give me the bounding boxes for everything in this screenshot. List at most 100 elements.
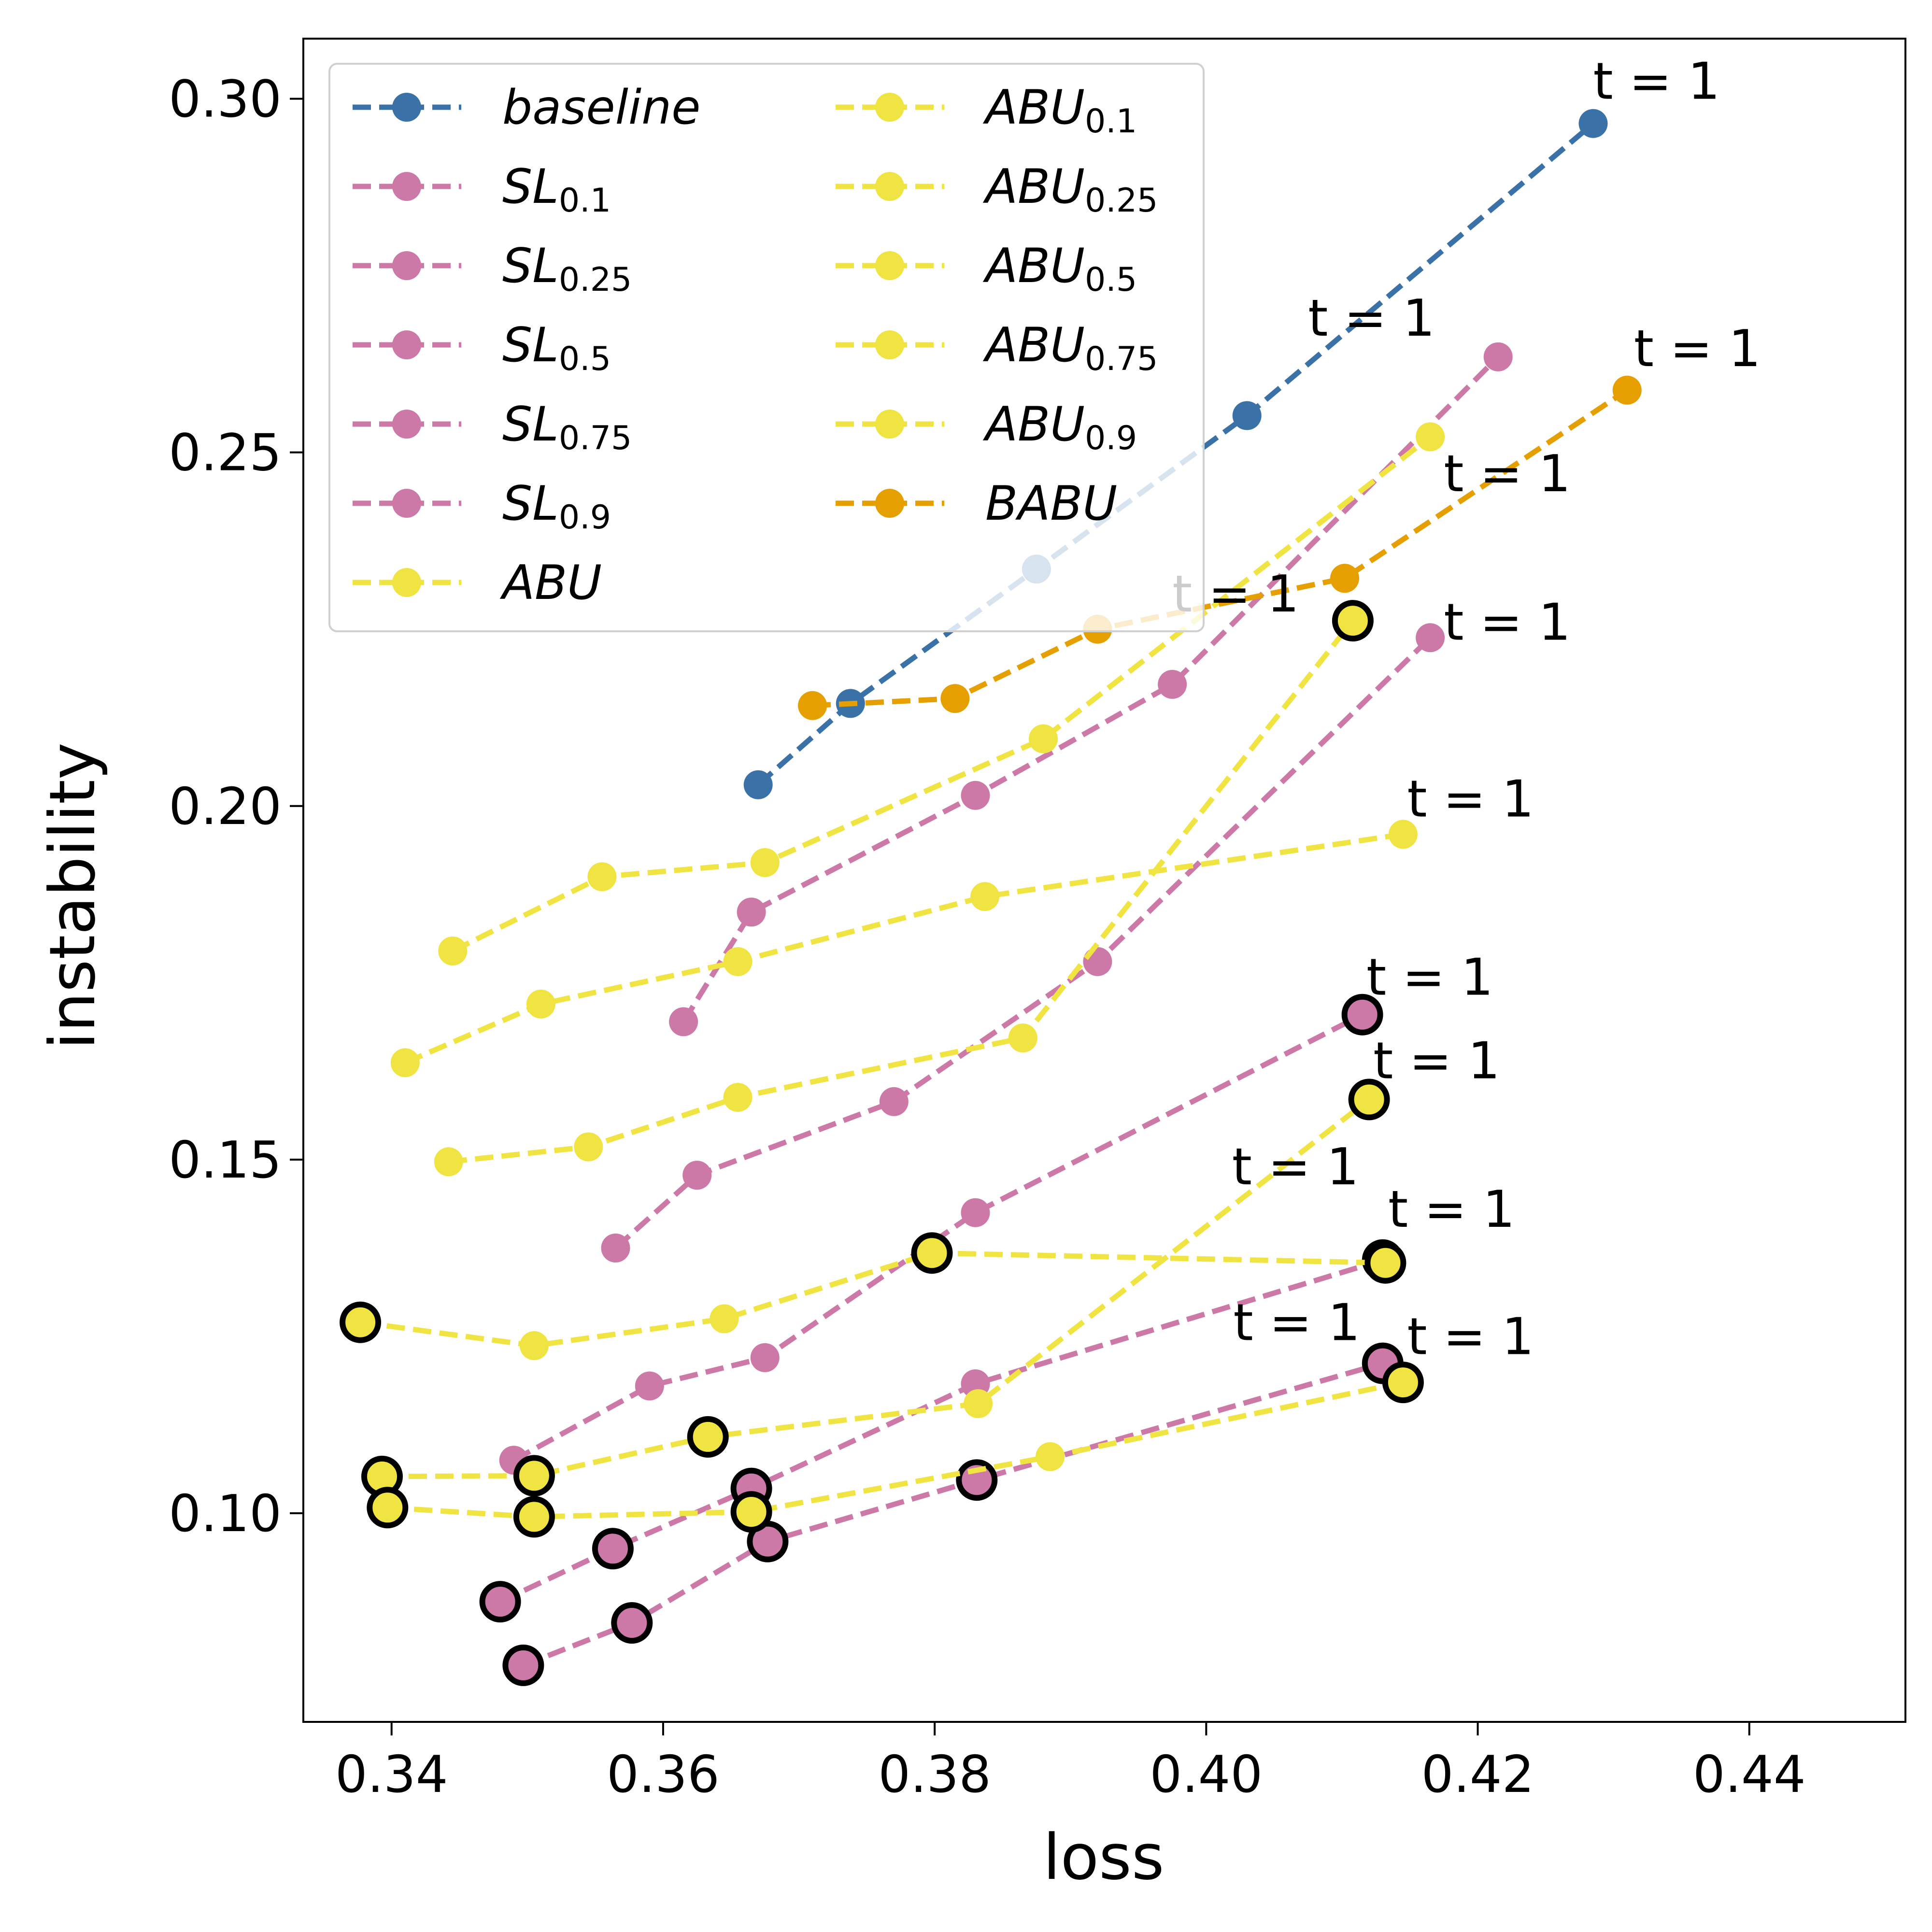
data-point-ringed: [1364, 1242, 1406, 1284]
t-label-5: t = 1: [1444, 593, 1571, 652]
data-point: [1083, 947, 1112, 976]
legend-marker: [392, 568, 421, 597]
data-point-ringed: [730, 1491, 772, 1533]
x-tick-label: 0.40: [1150, 1745, 1263, 1804]
data-point: [574, 1132, 603, 1162]
data-point: [438, 936, 468, 966]
data-point: [723, 1083, 753, 1112]
data-point: [1578, 109, 1608, 138]
legend-marker: [875, 172, 904, 201]
data-point: [1416, 422, 1445, 452]
data-point-ringed: [502, 1644, 544, 1686]
data-point: [1416, 623, 1445, 653]
x-tick-label: 0.36: [607, 1745, 720, 1804]
legend-marker: [392, 330, 421, 359]
x-tick-label: 0.44: [1693, 1745, 1806, 1804]
data-point: [961, 781, 990, 810]
y-tick-label: 0.20: [169, 777, 282, 836]
t-label-10: t = 1: [1388, 1180, 1515, 1239]
legend-marker: [875, 410, 904, 439]
data-point-ringed: [340, 1301, 382, 1343]
y-axis-title: instability: [36, 742, 109, 1050]
legend-entry-12: BABU: [836, 476, 1117, 531]
legend-label: BABU: [985, 476, 1117, 531]
data-point: [750, 848, 780, 877]
data-point: [434, 1147, 463, 1177]
data-point: [1232, 401, 1262, 430]
series-7: [438, 422, 1445, 966]
series-1: [669, 342, 1513, 1037]
t-label-1: t = 1: [1308, 289, 1435, 348]
legend-marker: [392, 251, 421, 280]
series-5: [502, 1342, 1404, 1686]
x-tick-label: 0.38: [878, 1745, 991, 1804]
data-point: [961, 1198, 990, 1227]
t-label-9: t = 1: [1232, 1137, 1359, 1196]
data-point-ringed: [1332, 600, 1374, 642]
t-label-3: t = 1: [1444, 444, 1571, 503]
legend-label: ABU0.5: [982, 239, 1137, 299]
y-tick-label: 0.15: [169, 1131, 282, 1190]
plot-frame: [302, 38, 1906, 1723]
x-tick-label: 0.34: [335, 1745, 448, 1804]
legend-entry-0: baseline: [353, 80, 700, 135]
data-point: [743, 770, 773, 799]
legend-entry-9: ABU0.5: [836, 239, 1137, 299]
series-line: [360, 1250, 1386, 1349]
t-label-2: t = 1: [1634, 319, 1761, 378]
legend-entry-1: SL0.1: [353, 159, 611, 220]
data-point-ringed: [687, 1416, 729, 1458]
series-10: [361, 1079, 1390, 1497]
data-point-ringed: [513, 1455, 555, 1497]
legend-marker: [392, 489, 421, 518]
data-point: [879, 1087, 909, 1116]
data-point: [1036, 1442, 1065, 1471]
x-axis-title: loss: [1043, 1820, 1164, 1894]
series-6: [340, 1232, 1406, 1360]
legend-marker: [392, 93, 421, 122]
data-point: [1008, 1023, 1037, 1052]
data-point: [798, 691, 827, 720]
data-point: [710, 1304, 739, 1334]
legend-marker: [875, 251, 904, 280]
legend-marker: [392, 410, 421, 439]
legend-label: ABU0.25: [982, 159, 1158, 220]
data-point: [601, 1233, 630, 1263]
legend-marker: [875, 330, 904, 359]
legend-label: ABU: [499, 555, 602, 611]
series-2: [601, 623, 1445, 1263]
data-point-ringed: [1382, 1362, 1424, 1404]
t-label-12: t = 1: [1407, 1307, 1534, 1366]
data-point: [737, 897, 766, 927]
legend-entry-7: ABU0.1: [836, 80, 1137, 141]
data-point: [964, 1389, 993, 1419]
data-point: [1158, 669, 1187, 699]
data-point-ringed: [1348, 1079, 1390, 1121]
data-point-ringed: [1341, 994, 1383, 1036]
axes: 0.34 0.36 0.38 0.40 0.42 0.44 0.10 0.15 0.20 0.25…: [169, 38, 1906, 1804]
data-point: [723, 947, 753, 976]
data-point: [1029, 724, 1058, 753]
series-8: [390, 820, 1418, 1078]
data-point-ringed: [479, 1581, 521, 1623]
data-point: [1388, 820, 1418, 849]
data-point: [1330, 564, 1359, 593]
legend-label: baseline: [502, 80, 700, 135]
legend-marker: [392, 172, 421, 201]
data-point-ringed: [956, 1459, 998, 1501]
data-point: [669, 1007, 698, 1037]
data-point: [390, 1048, 420, 1078]
legend-label: ABU0.1: [982, 80, 1137, 141]
legend-marker: [875, 93, 904, 122]
series-9: [434, 600, 1374, 1177]
data-point: [750, 1343, 780, 1372]
data-point: [1483, 342, 1513, 371]
data-point-ringed: [367, 1487, 409, 1529]
legend-label: SL0.1: [502, 159, 611, 220]
data-point: [682, 1161, 712, 1190]
x-tick-label: 0.42: [1421, 1745, 1534, 1804]
data-point: [635, 1371, 664, 1401]
legend-entry-5: SL0.9: [353, 476, 611, 537]
data-point: [526, 989, 555, 1019]
